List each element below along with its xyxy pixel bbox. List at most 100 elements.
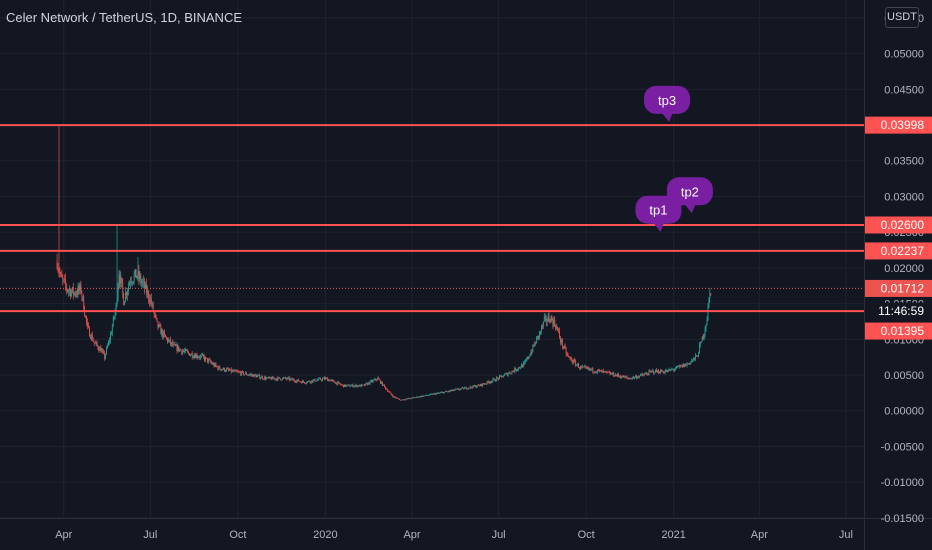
candle-body <box>181 350 183 354</box>
candle-body <box>660 370 662 372</box>
candle-body <box>61 274 63 278</box>
candle-body <box>655 369 657 373</box>
candle-body <box>293 379 295 381</box>
candle-body <box>198 357 200 358</box>
candle-body <box>696 355 697 357</box>
price-axis-label: -0.00500 <box>881 441 924 453</box>
candle-body <box>694 357 696 359</box>
candle-body <box>437 392 439 394</box>
candle-body <box>559 331 560 338</box>
candle-body <box>703 334 705 339</box>
candle-body <box>260 377 262 379</box>
annotation-tail <box>683 203 696 214</box>
candle-body <box>479 385 480 387</box>
candle-body <box>148 299 150 303</box>
candle-body <box>428 395 430 396</box>
candle-body <box>400 399 401 401</box>
level-price-label: 0.02600 <box>881 218 925 232</box>
candle-body <box>591 368 593 370</box>
candle-body <box>596 372 598 373</box>
candle-body <box>680 365 682 367</box>
candle-body <box>393 396 395 398</box>
candle-body <box>550 317 552 323</box>
candle-body <box>669 369 671 371</box>
candle-body <box>287 377 289 379</box>
candle-body <box>209 360 211 363</box>
candle-body <box>576 364 578 366</box>
candle-body <box>170 342 172 344</box>
candle-body <box>75 293 77 295</box>
candle-body <box>106 347 107 355</box>
candle-body <box>511 371 513 374</box>
candle-body <box>300 381 302 383</box>
candle-body <box>387 391 389 393</box>
candle-body <box>256 375 258 378</box>
candle-body <box>574 360 576 362</box>
candle-body <box>531 351 533 353</box>
candle-body <box>135 269 137 279</box>
candle-body <box>629 378 631 380</box>
candle-body <box>561 340 562 343</box>
candle-body <box>333 380 335 383</box>
candle-body <box>414 397 416 399</box>
candle-body <box>362 384 363 386</box>
candle-body <box>111 326 113 334</box>
price-axis-label: 0.00500 <box>884 370 924 382</box>
candle-body <box>636 376 637 379</box>
candle-body <box>202 354 204 356</box>
candle-body <box>377 377 379 380</box>
candle-body <box>248 374 250 376</box>
candle-body <box>320 378 322 380</box>
candle-body <box>247 374 248 376</box>
candle-body <box>335 382 337 384</box>
candle-body <box>70 291 72 297</box>
candle-body <box>463 387 465 390</box>
candle-body <box>329 380 331 382</box>
candle-body <box>310 380 312 383</box>
candle-body <box>121 277 123 283</box>
candle-body <box>243 371 244 375</box>
candle-body <box>309 381 311 383</box>
time-axis-label: Jul <box>492 529 506 541</box>
candle-body <box>651 370 653 372</box>
candle-body <box>646 373 648 375</box>
candle-body <box>144 280 146 289</box>
candle-body <box>378 377 380 380</box>
candle-body <box>120 277 122 283</box>
candle-body <box>301 381 303 384</box>
candle-body <box>95 342 97 344</box>
candle-body <box>416 396 418 398</box>
candle-body <box>349 386 351 388</box>
candle-body <box>276 378 278 381</box>
candle-body <box>125 292 127 302</box>
candle-body <box>364 383 366 386</box>
candle-body <box>183 351 185 352</box>
candle-body <box>698 353 699 357</box>
currency-button[interactable]: USDT <box>885 7 919 28</box>
candle-body <box>385 388 387 390</box>
candle-body <box>148 291 149 300</box>
candle-body <box>571 358 573 362</box>
candle-body <box>294 380 296 382</box>
candle-body <box>76 293 78 295</box>
candle-body <box>270 378 272 380</box>
candle-body <box>117 287 119 301</box>
candle-body <box>169 339 171 344</box>
candle-body <box>134 269 136 275</box>
candle-body <box>560 337 561 343</box>
level-price-label-bg <box>865 116 932 134</box>
candle-body <box>237 371 239 373</box>
candle-body <box>57 268 59 270</box>
time-axis-label: 2020 <box>313 529 337 541</box>
candle-body <box>123 293 125 306</box>
candle-body <box>280 378 282 380</box>
candle-body <box>80 284 82 293</box>
candle-body <box>594 371 596 373</box>
candle-body <box>707 306 709 321</box>
candle-body <box>583 366 585 368</box>
candle-body <box>577 363 578 365</box>
candle-body <box>324 377 325 380</box>
candle-body <box>244 373 245 375</box>
candle-body <box>361 384 362 387</box>
